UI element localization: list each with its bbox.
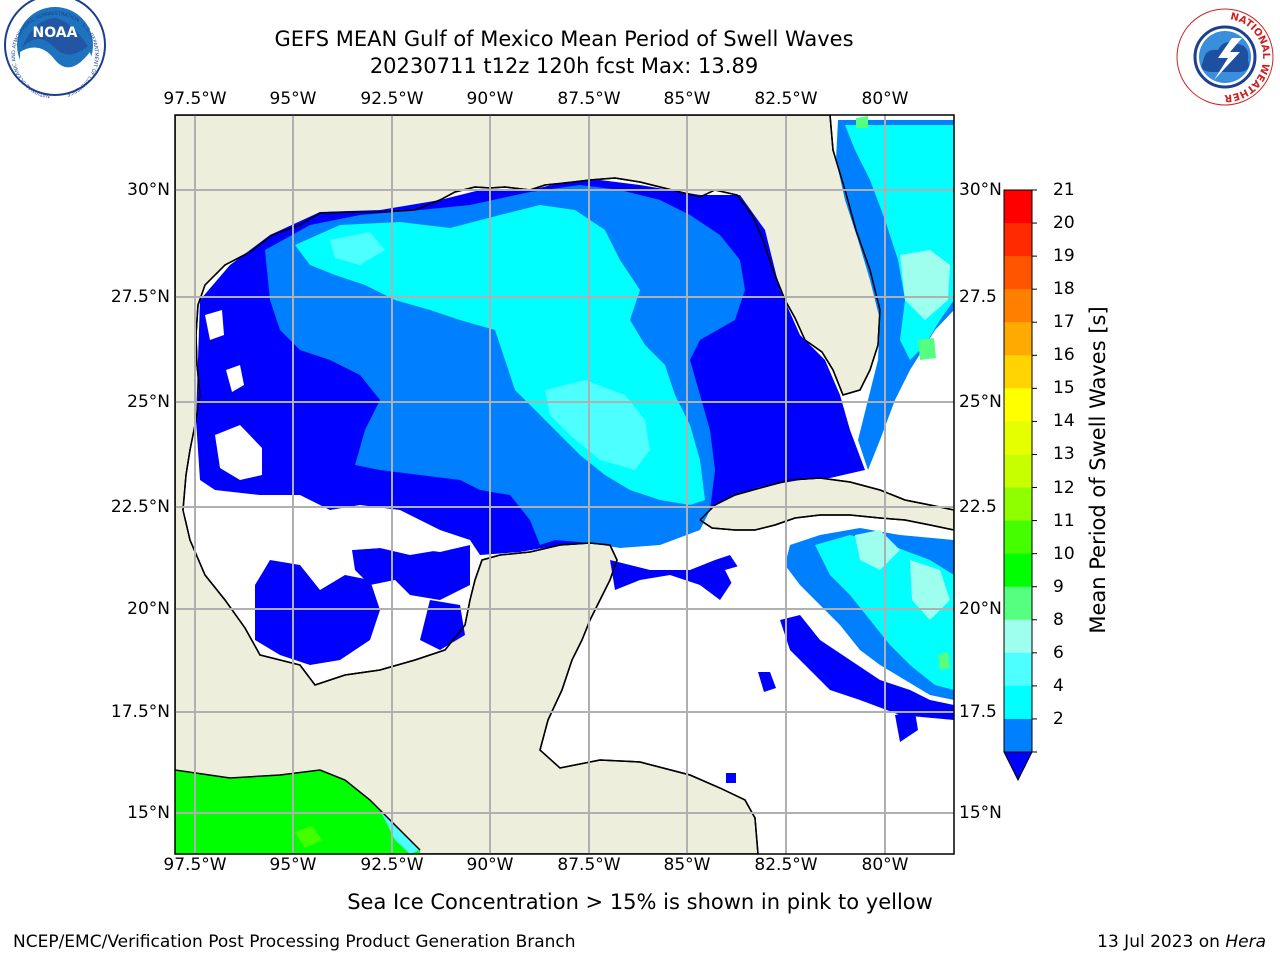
lon-label-top: 87.5°W <box>557 89 621 109</box>
lat-label-right: 15°N <box>959 803 1002 823</box>
colorbar-segment <box>1004 190 1032 224</box>
colorbar-segment <box>1004 619 1032 654</box>
lon-label-top: 85°W <box>663 89 711 109</box>
lon-label-bottom: 92.5°W <box>360 855 424 875</box>
lon-label-top: 90°W <box>466 89 514 109</box>
lat-label-left: 15°N <box>127 803 170 823</box>
colorbar-segment <box>1004 487 1032 522</box>
colorbar-segment <box>1004 685 1032 720</box>
map-frame <box>174 114 955 855</box>
colorbar-tick-label: 15 <box>1053 378 1075 399</box>
lat-label-right: 20°N <box>959 599 1002 619</box>
lat-label-left: 27.5°N <box>110 287 170 307</box>
lon-label-top: 82.5°W <box>754 89 818 109</box>
lat-label-right: 22.5 <box>959 497 997 517</box>
lon-label-bottom: 97.5°W <box>163 855 227 875</box>
footer-date: 13 Jul 2023 on Hera <box>1097 932 1266 952</box>
lon-label-bottom: 90°W <box>466 855 514 875</box>
footer-credit: NCEP/EMC/Verification Post Processing Pr… <box>13 932 576 952</box>
lon-label-bottom: 95°W <box>269 855 317 875</box>
colorbar-segment <box>1004 256 1032 290</box>
colorbar-tick-label: 16 <box>1053 345 1075 366</box>
map-subtitle: 20230711 t12z 120h fcst Max: 13.89 <box>369 54 759 78</box>
colorbar-segment <box>1004 520 1032 555</box>
sea-ice-note: Sea Ice Concentration > 15% is shown in … <box>347 890 933 914</box>
lat-label-right: 30°N <box>959 180 1002 200</box>
colorbar-segment <box>1004 652 1032 687</box>
lat-label-right: 27.5 <box>959 287 997 307</box>
footer-host: Hera <box>1225 932 1266 952</box>
colorbar-frame <box>1003 189 1033 753</box>
colorbar-segment <box>1004 355 1032 389</box>
lon-label-bottom: 82.5°W <box>754 855 818 875</box>
colorbar-tick-label: 8 <box>1053 609 1064 630</box>
colorbar <box>1003 189 1037 782</box>
colorbar-tick-label: 20 <box>1053 213 1075 234</box>
lat-label-right: 17.5 <box>959 702 997 722</box>
lon-label-top: 97.5°W <box>163 89 227 109</box>
colorbar-tick-label: 10 <box>1053 543 1075 564</box>
lat-label-right: 25°N <box>959 392 1002 412</box>
colorbar-tick-label: 13 <box>1053 444 1075 465</box>
lon-label-bottom: 85°W <box>663 855 711 875</box>
lon-label-top: 92.5°W <box>360 89 424 109</box>
lat-label-left: 22.5°N <box>110 497 170 517</box>
lon-label-bottom: 80°W <box>861 855 909 875</box>
colorbar-segment <box>1004 223 1032 257</box>
gridlines <box>175 115 954 854</box>
coastlines <box>175 115 954 854</box>
noaa-logo-text: NOAA <box>33 25 78 41</box>
colorbar-tick-label: 21 <box>1053 180 1075 200</box>
colorbar-tick-label: 19 <box>1053 246 1075 267</box>
lon-label-top: 95°W <box>269 89 317 109</box>
colorbar-tick-label: 9 <box>1053 576 1064 597</box>
noaa-logo: NOAA NATIONAL OCEANIC AND ATMOSPHERIC AD… <box>4 0 106 99</box>
colorbar-segment <box>1004 454 1032 489</box>
lon-label-top: 80°W <box>861 89 909 109</box>
colorbar-segment <box>1004 553 1032 588</box>
colorbar-tick-label: 17 <box>1053 312 1075 333</box>
lon-label-bottom: 87.5°W <box>557 855 621 875</box>
colorbar-tick-label: 11 <box>1053 510 1075 531</box>
colorbar-extend-arrow <box>1003 751 1033 782</box>
colorbar-tick-label: 6 <box>1053 642 1064 663</box>
colorbar-tick-label: 4 <box>1053 675 1064 696</box>
colorbar-segment <box>1004 421 1032 455</box>
footer-date-text: 13 Jul 2023 on <box>1097 932 1220 952</box>
colorbar-tick-label: 14 <box>1053 411 1075 432</box>
colorbar-tick-label: 2 <box>1053 708 1064 729</box>
colorbar-tick-label: 18 <box>1053 279 1075 300</box>
colorbar-segment <box>1004 322 1032 356</box>
colorbar-segment <box>1004 289 1032 323</box>
colorbar-segment <box>1004 586 1032 621</box>
lat-label-left: 20°N <box>127 599 170 619</box>
lat-label-left: 25°N <box>127 392 170 412</box>
colorbar-segment <box>1004 718 1032 753</box>
map-title: GEFS MEAN Gulf of Mexico Mean Period of … <box>274 27 854 51</box>
colorbar-segment <box>1004 388 1032 422</box>
nws-logo-ring-text: NATIONAL WEATHER SERVICE <box>0 0 1271 103</box>
colorbar-title: Mean Period of Swell Waves [s] <box>1086 306 1110 634</box>
colorbar-tick-label: 12 <box>1053 477 1075 498</box>
map-panel <box>175 115 954 854</box>
lat-label-left: 30°N <box>127 180 170 200</box>
lat-label-left: 17.5°N <box>110 702 170 722</box>
